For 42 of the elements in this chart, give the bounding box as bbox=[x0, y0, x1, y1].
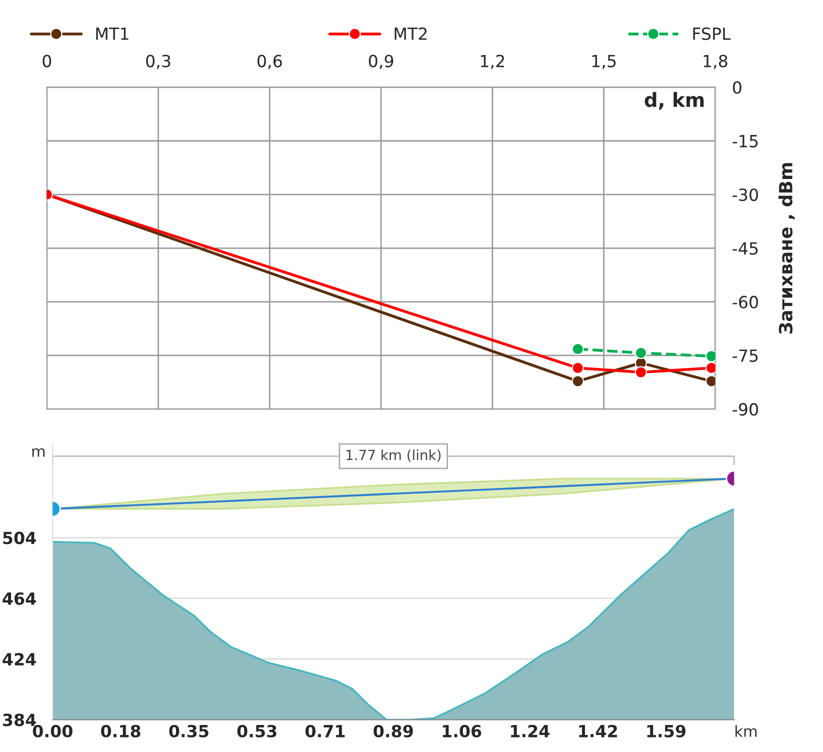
x-tick-label: 1.59 bbox=[647, 724, 686, 738]
x-tick-label: 0.71 bbox=[305, 724, 345, 738]
x-tick-label: 1.24 bbox=[511, 724, 550, 738]
point bbox=[634, 366, 648, 378]
point bbox=[572, 362, 584, 374]
x-tick-label: 0.53 bbox=[237, 724, 276, 738]
y-tick-label: 0 bbox=[732, 81, 742, 94]
y-axis-title: Затихване , dBm bbox=[778, 163, 795, 334]
legend-label: MT2 bbox=[394, 27, 427, 40]
y-tick-label: -45 bbox=[732, 242, 758, 255]
y-tick-label: 504 bbox=[3, 532, 36, 544]
x-tick-label: 0,3 bbox=[146, 54, 170, 70]
x-tick-label: 1.06 bbox=[442, 724, 482, 738]
y-tick-label: 424 bbox=[2, 652, 36, 666]
x-tick-label: 0 bbox=[42, 54, 52, 68]
point bbox=[705, 362, 716, 374]
x-tick-label: 1,8 bbox=[704, 54, 728, 70]
y-tick-label: -15 bbox=[732, 135, 758, 148]
point bbox=[634, 346, 648, 360]
x-tick-label: 0,6 bbox=[258, 54, 282, 70]
x-tick-label: 0.00 bbox=[32, 724, 72, 738]
x-tick-label: 0.89 bbox=[374, 724, 413, 738]
legend-label: FSPL bbox=[693, 27, 731, 40]
y-tick-label: -90 bbox=[732, 403, 758, 416]
y-tick-label: -30 bbox=[732, 188, 758, 202]
x-tick-label: 0,9 bbox=[368, 54, 394, 70]
x-tick-label: 1.42 bbox=[579, 724, 617, 738]
x-tick-label: 0.35 bbox=[169, 724, 208, 738]
x-axis-title: d, km bbox=[644, 92, 704, 110]
legend-label: MT1 bbox=[96, 28, 128, 40]
point bbox=[572, 375, 584, 388]
x-tick-label: 0.18 bbox=[101, 724, 140, 738]
x-tick-label: 1,5 bbox=[592, 54, 616, 70]
x-tick-label: 1,2 bbox=[481, 54, 504, 70]
y-tick-label: 384 bbox=[3, 714, 36, 726]
y-axis-title: m bbox=[32, 448, 45, 457]
y-tick-label: -75 bbox=[732, 350, 758, 362]
y-tick-label: 464 bbox=[2, 592, 36, 605]
y-tick-label: -60 bbox=[732, 296, 758, 308]
x-axis-title: km bbox=[736, 725, 757, 737]
annotation: 1.77 km (link) bbox=[346, 449, 441, 462]
point bbox=[572, 342, 584, 356]
